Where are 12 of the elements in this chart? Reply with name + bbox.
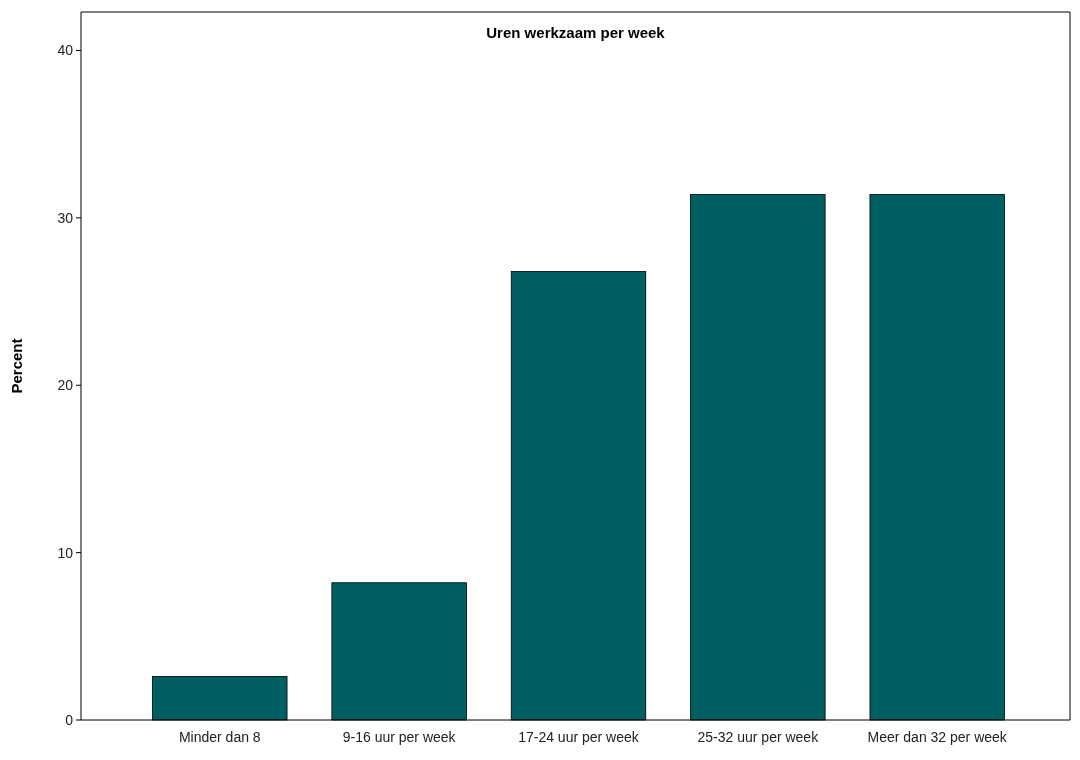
y-tick-label: 40 [57,42,74,59]
x-tick-label: Meer dan 32 per week [867,729,1008,745]
y-tick-label: 0 [65,711,74,728]
y-tick-label: 20 [57,377,74,394]
y-axis-title: Percent [8,338,25,394]
x-tick-label: Minder dan 8 [178,729,261,745]
text: Uren werkzaam per week [486,24,666,41]
y-tick-label: 30 [57,209,74,226]
x-tick-label: 17-24 uur per week [518,729,640,745]
x-tick-label: 9-16 uur per week [342,729,457,745]
x-tick-label: 25-32 uur per week [697,729,820,745]
y-tick-label: 10 [57,544,74,561]
